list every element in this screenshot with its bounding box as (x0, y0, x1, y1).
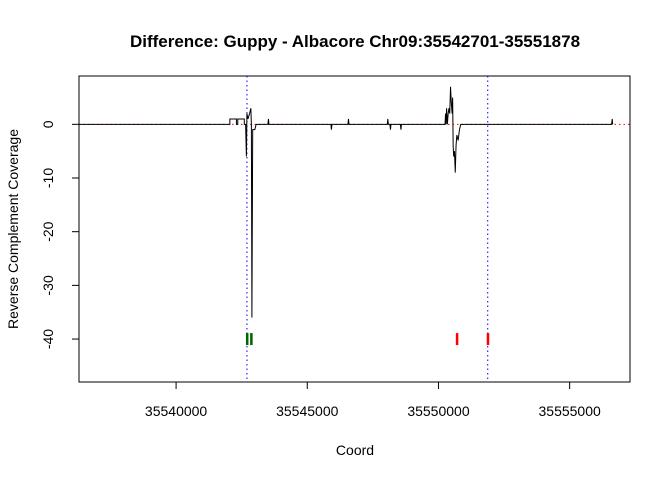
y-tick-label: -40 (40, 329, 56, 349)
x-tick-label: 35555000 (539, 403, 602, 419)
series-line-difference (79, 86, 614, 318)
x-tick-label: 35540000 (145, 403, 208, 419)
y-tick-label: -30 (40, 275, 56, 295)
marker-1 (245, 333, 249, 346)
y-tick-label: -20 (40, 221, 56, 241)
x-tick-label: 35550000 (407, 403, 470, 419)
y-axis-label: Reverse Complement Coverage (5, 129, 21, 329)
x-tick-label: 35545000 (276, 403, 339, 419)
x-axis-label: Coord (336, 442, 374, 458)
y-tick-label: -10 (40, 168, 56, 188)
plot-frame (78, 75, 631, 383)
y-tick-label: 0 (40, 120, 56, 128)
chart-title: Difference: Guppy - Albacore Chr09:35542… (130, 32, 580, 51)
marker-3 (455, 333, 459, 346)
marker-4 (486, 333, 490, 346)
marker-2 (250, 333, 253, 346)
